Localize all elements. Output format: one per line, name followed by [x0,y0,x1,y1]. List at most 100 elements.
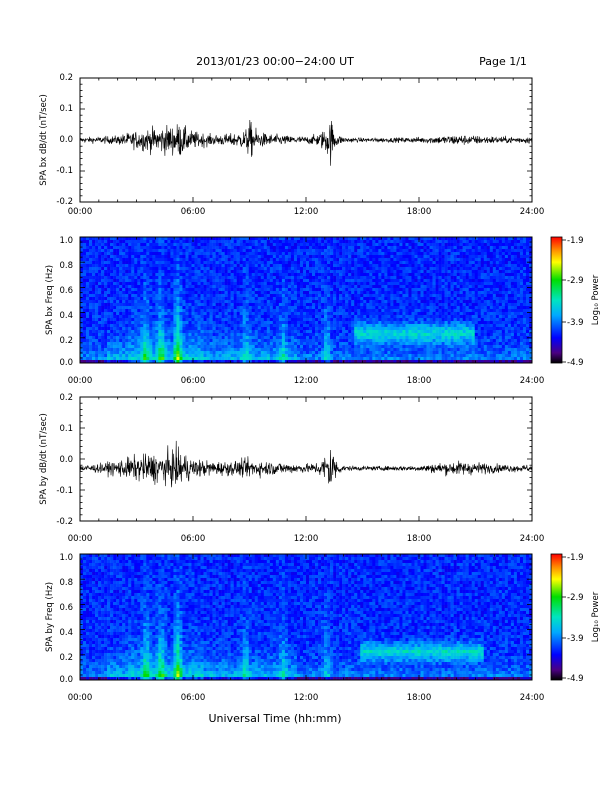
spectrogram-cell [239,342,243,346]
spectrogram-cell [221,327,225,331]
spectrogram-cell [369,306,373,310]
spectrogram-cell [146,267,150,271]
spectrogram-cell [408,327,412,331]
spectrogram-cell [254,339,259,343]
spectrogram-cell [224,267,228,271]
spectrogram-cell [360,279,364,283]
spectrogram-cell [257,300,262,304]
spectrogram-cell [83,351,87,355]
spectrogram-cell [167,354,171,358]
spectrogram-cell [161,282,165,286]
spectrogram-cell [224,315,228,319]
spectrogram-cell [212,282,216,286]
spectrogram-cell [194,321,198,325]
spectrogram-cell [309,273,313,277]
spectrogram-cell [221,360,225,364]
spectrogram-cell [381,324,385,328]
spectrogram-cell [167,270,171,274]
spectrogram-cell [110,333,114,337]
spectrogram-cell [128,249,132,253]
spectrogram-cell [309,246,313,250]
spectrogram-cell [357,279,361,283]
spectrogram-cell [272,327,277,331]
spectrogram-cell [164,339,168,343]
spectrogram-cell [293,312,298,316]
spectrogram-cell [269,258,274,262]
spectrogram-cell [278,354,283,358]
spectrogram-cell [339,327,343,331]
spectrogram-cell [378,267,382,271]
spectrogram-cell [113,330,117,334]
spectrogram-cell [360,321,364,325]
spectrogram-cell [327,297,331,301]
spectrogram-cell [281,312,286,316]
spectrogram-cell [242,282,246,286]
spectrogram-cell [143,246,147,250]
spectrogram-cell [248,339,253,343]
spectrogram-cell [158,267,162,271]
spectrogram-cell [158,312,162,316]
spectrogram-cell [155,252,159,256]
spectrogram-cell [360,300,364,304]
spectrogram-cell [278,273,283,277]
spectrogram-cell [254,360,259,364]
spectrogram-cell [318,267,322,271]
spectrogram-cell [275,288,280,292]
spectrogram-cell [125,303,129,307]
spectrogram-cell [239,321,243,325]
spectrogram-cell [420,249,424,253]
spectrogram-cell [173,273,177,277]
spectrogram-cell [254,336,259,340]
spectrogram-cell [432,336,436,340]
spectrogram-cell [95,312,99,316]
spectrogram-cell [375,354,379,358]
spectrogram-cell [309,285,313,289]
spectrogram-cell [209,264,213,268]
spectrogram-cell [137,300,141,304]
spectrogram-cell [161,324,165,328]
spectrogram-cell [275,267,280,271]
spectrogram-cell [408,330,412,334]
spectrogram-cell [342,294,346,298]
spectrogram-cell [182,237,186,241]
spectrogram-cell [348,330,352,334]
spectrogram-cell [393,336,397,340]
spectrogram-cell [357,267,361,271]
spectrogram-cell [378,300,382,304]
spectrogram-cell [336,243,340,247]
spectrogram-cell [221,261,225,265]
spectrogram-cell [80,330,84,334]
spectrogram-cell [206,312,210,316]
spectrogram-cell [83,321,87,325]
spectrogram-cell [251,246,256,250]
spectrogram-cell [197,276,201,280]
spectrogram-cell [89,333,93,337]
spectrogram-cell [384,336,388,340]
spectrogram-cell [269,306,274,310]
spectrogram-cell [230,312,234,316]
spectrogram-cell [125,288,129,292]
spectrogram-cell [414,240,418,244]
spectrogram-cell [429,264,433,268]
spectrogram-cell [212,267,216,271]
spectrogram-cell [318,249,322,253]
spectrogram-cell [399,246,403,250]
spectrogram-cell [98,255,102,259]
spectrogram-cell [414,252,418,256]
spectrogram-cell [149,327,153,331]
spectrogram-cell [212,312,216,316]
spectrogram-cell [215,318,219,322]
spectrogram-cell [167,294,171,298]
spectrogram-cell [315,240,319,244]
spectrogram-cell [152,237,156,241]
spectrogram-cell [206,300,210,304]
spectrogram-cell [236,303,240,307]
spectrogram-cell [167,291,171,295]
spectrogram-cell [281,240,286,244]
spectrogram-cell [336,348,340,352]
spectrogram-cell [107,318,111,322]
spectrogram-cell [432,351,436,355]
spectrogram-cell [287,339,292,343]
spectrogram-cell [170,258,174,262]
spectrogram-cell [116,270,120,274]
